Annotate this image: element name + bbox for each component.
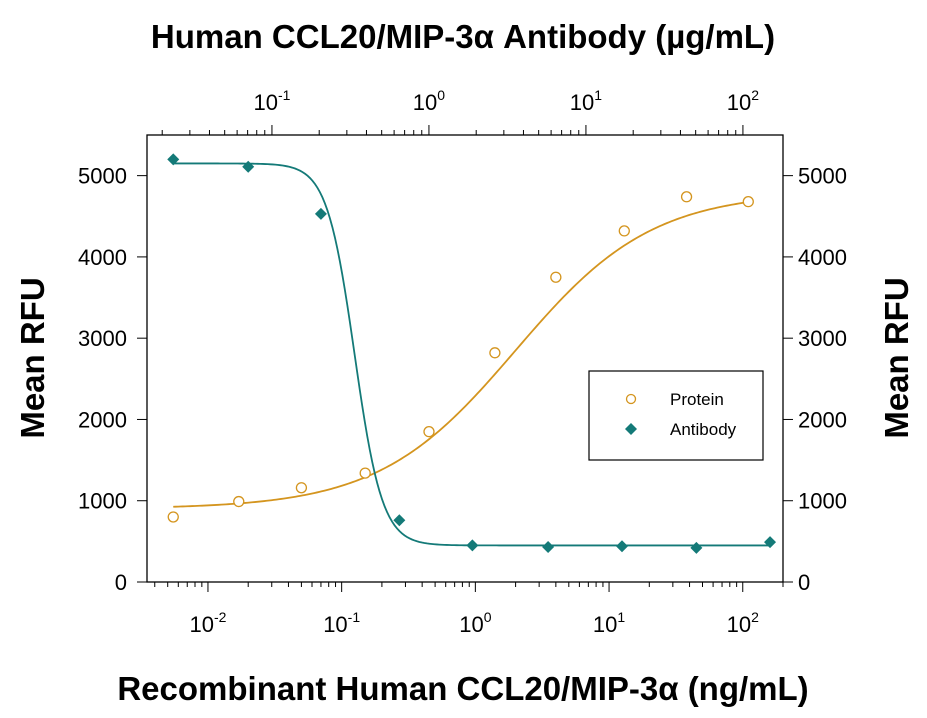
top-tick-label-exponent: -1 xyxy=(278,87,291,103)
x-tick-label-base: 10 xyxy=(189,612,213,637)
y-left-tick-label: 4000 xyxy=(78,245,127,270)
protein-point xyxy=(233,495,245,508)
legend-protein-label: Protein xyxy=(670,390,724,409)
x-tick-label-base: 10 xyxy=(593,612,617,637)
y-left-tick-label: 3000 xyxy=(78,326,127,351)
protein-point xyxy=(167,511,179,523)
x-tick-label-base: 10 xyxy=(459,612,483,637)
x-axis-title: Recombinant Human CCL20/MIP-3α (ng/mL) xyxy=(117,670,808,707)
antibody-point xyxy=(393,514,406,527)
legend-box xyxy=(588,370,764,461)
fit-curves xyxy=(173,162,771,547)
data-points xyxy=(167,153,777,554)
legend-antibody-label: Antibody xyxy=(670,420,737,439)
y-right-tick-label: 1000 xyxy=(798,489,847,514)
top-tick-label-base: 10 xyxy=(413,90,437,115)
plot-frame xyxy=(146,134,784,583)
antibody-point xyxy=(167,153,180,166)
y-right-tick-label: 4000 xyxy=(798,245,847,270)
protein-point xyxy=(618,225,630,237)
antibody-point xyxy=(242,160,255,173)
y-right-tick-label: 5000 xyxy=(798,164,847,189)
top-tick-label: 100 xyxy=(413,87,445,115)
antibody-point xyxy=(690,541,703,554)
y-left-tick-label: 5000 xyxy=(78,164,127,189)
protein-point xyxy=(423,425,435,438)
top-tick-label: 101 xyxy=(570,87,602,115)
x-tick-label: 10-1 xyxy=(323,609,360,637)
top-tick-label-exponent: 1 xyxy=(594,87,602,103)
legend-protein-marker xyxy=(625,393,637,405)
y-left-tick-label: 1000 xyxy=(78,489,127,514)
y-left-tick-label: 0 xyxy=(115,570,127,595)
protein-point xyxy=(680,191,693,203)
x-tick-label: 10-2 xyxy=(189,609,226,637)
top-tick-label-exponent: 0 xyxy=(437,87,445,103)
x-tick-label-base: 10 xyxy=(727,612,751,637)
protein-point xyxy=(550,271,562,283)
top-tick-label-base: 10 xyxy=(570,90,594,115)
protein-fit-curve xyxy=(173,201,749,508)
top-tick-label-exponent: 2 xyxy=(751,87,759,103)
y-right-tick-label: 0 xyxy=(798,570,810,595)
x-tick-label: 100 xyxy=(459,609,491,637)
x-tick-label-exponent: 1 xyxy=(617,609,625,625)
y-right-tick-label: 2000 xyxy=(798,407,847,432)
antibody-point xyxy=(542,541,555,554)
y-right-tick-label: 3000 xyxy=(798,326,847,351)
x-tick-label-exponent: -1 xyxy=(348,609,361,625)
protein-point xyxy=(742,195,754,208)
antibody-point xyxy=(466,539,479,552)
top-tick-label: 10-1 xyxy=(253,87,290,115)
antibody-point xyxy=(616,540,629,553)
protein-point xyxy=(359,467,371,479)
x-tick-label: 102 xyxy=(727,609,759,637)
top-tick-label: 102 xyxy=(727,87,759,115)
y-left-tick-label: 2000 xyxy=(78,407,127,432)
x-tick-label-exponent: -2 xyxy=(214,609,227,625)
x-tick-label: 101 xyxy=(593,609,625,637)
antibody-point xyxy=(764,536,777,549)
protein-point xyxy=(295,482,308,494)
legend-antibody-marker xyxy=(625,423,637,435)
protein-point xyxy=(489,347,501,359)
x-tick-label-exponent: 0 xyxy=(484,609,492,625)
y-axis-title-right: Mean RFU xyxy=(878,277,915,438)
antibody-point xyxy=(314,207,327,220)
top-tick-label-base: 10 xyxy=(253,90,277,115)
legend: Protein Antibody xyxy=(588,370,764,461)
top-axis-title: Human CCL20/MIP-3α Antibody (µg/mL) xyxy=(151,18,775,55)
y-axis-title-left: Mean RFU xyxy=(14,277,51,438)
top-tick-label-base: 10 xyxy=(727,90,751,115)
x-tick-label-exponent: 2 xyxy=(751,609,759,625)
x-tick-label-base: 10 xyxy=(323,612,347,637)
antibody-fit-curve xyxy=(173,162,771,547)
